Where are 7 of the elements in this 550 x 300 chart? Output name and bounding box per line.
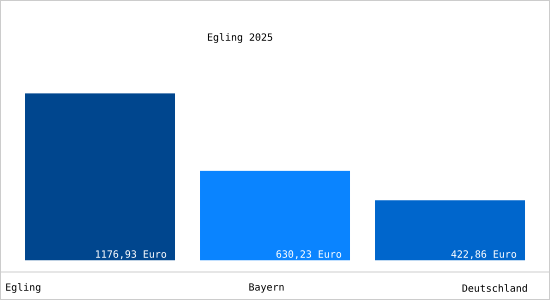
x-tick-label: Deutschland <box>462 284 527 292</box>
x-tick-label: Egling <box>6 283 40 293</box>
data-label: 1176,93 Euro <box>96 250 166 260</box>
data-label: 422,86 Euro <box>451 250 516 260</box>
x-tick-label: Bayern <box>249 283 284 293</box>
chart-title: Egling 2025 <box>208 33 272 43</box>
data-label: 630,23 Euro <box>276 250 342 260</box>
